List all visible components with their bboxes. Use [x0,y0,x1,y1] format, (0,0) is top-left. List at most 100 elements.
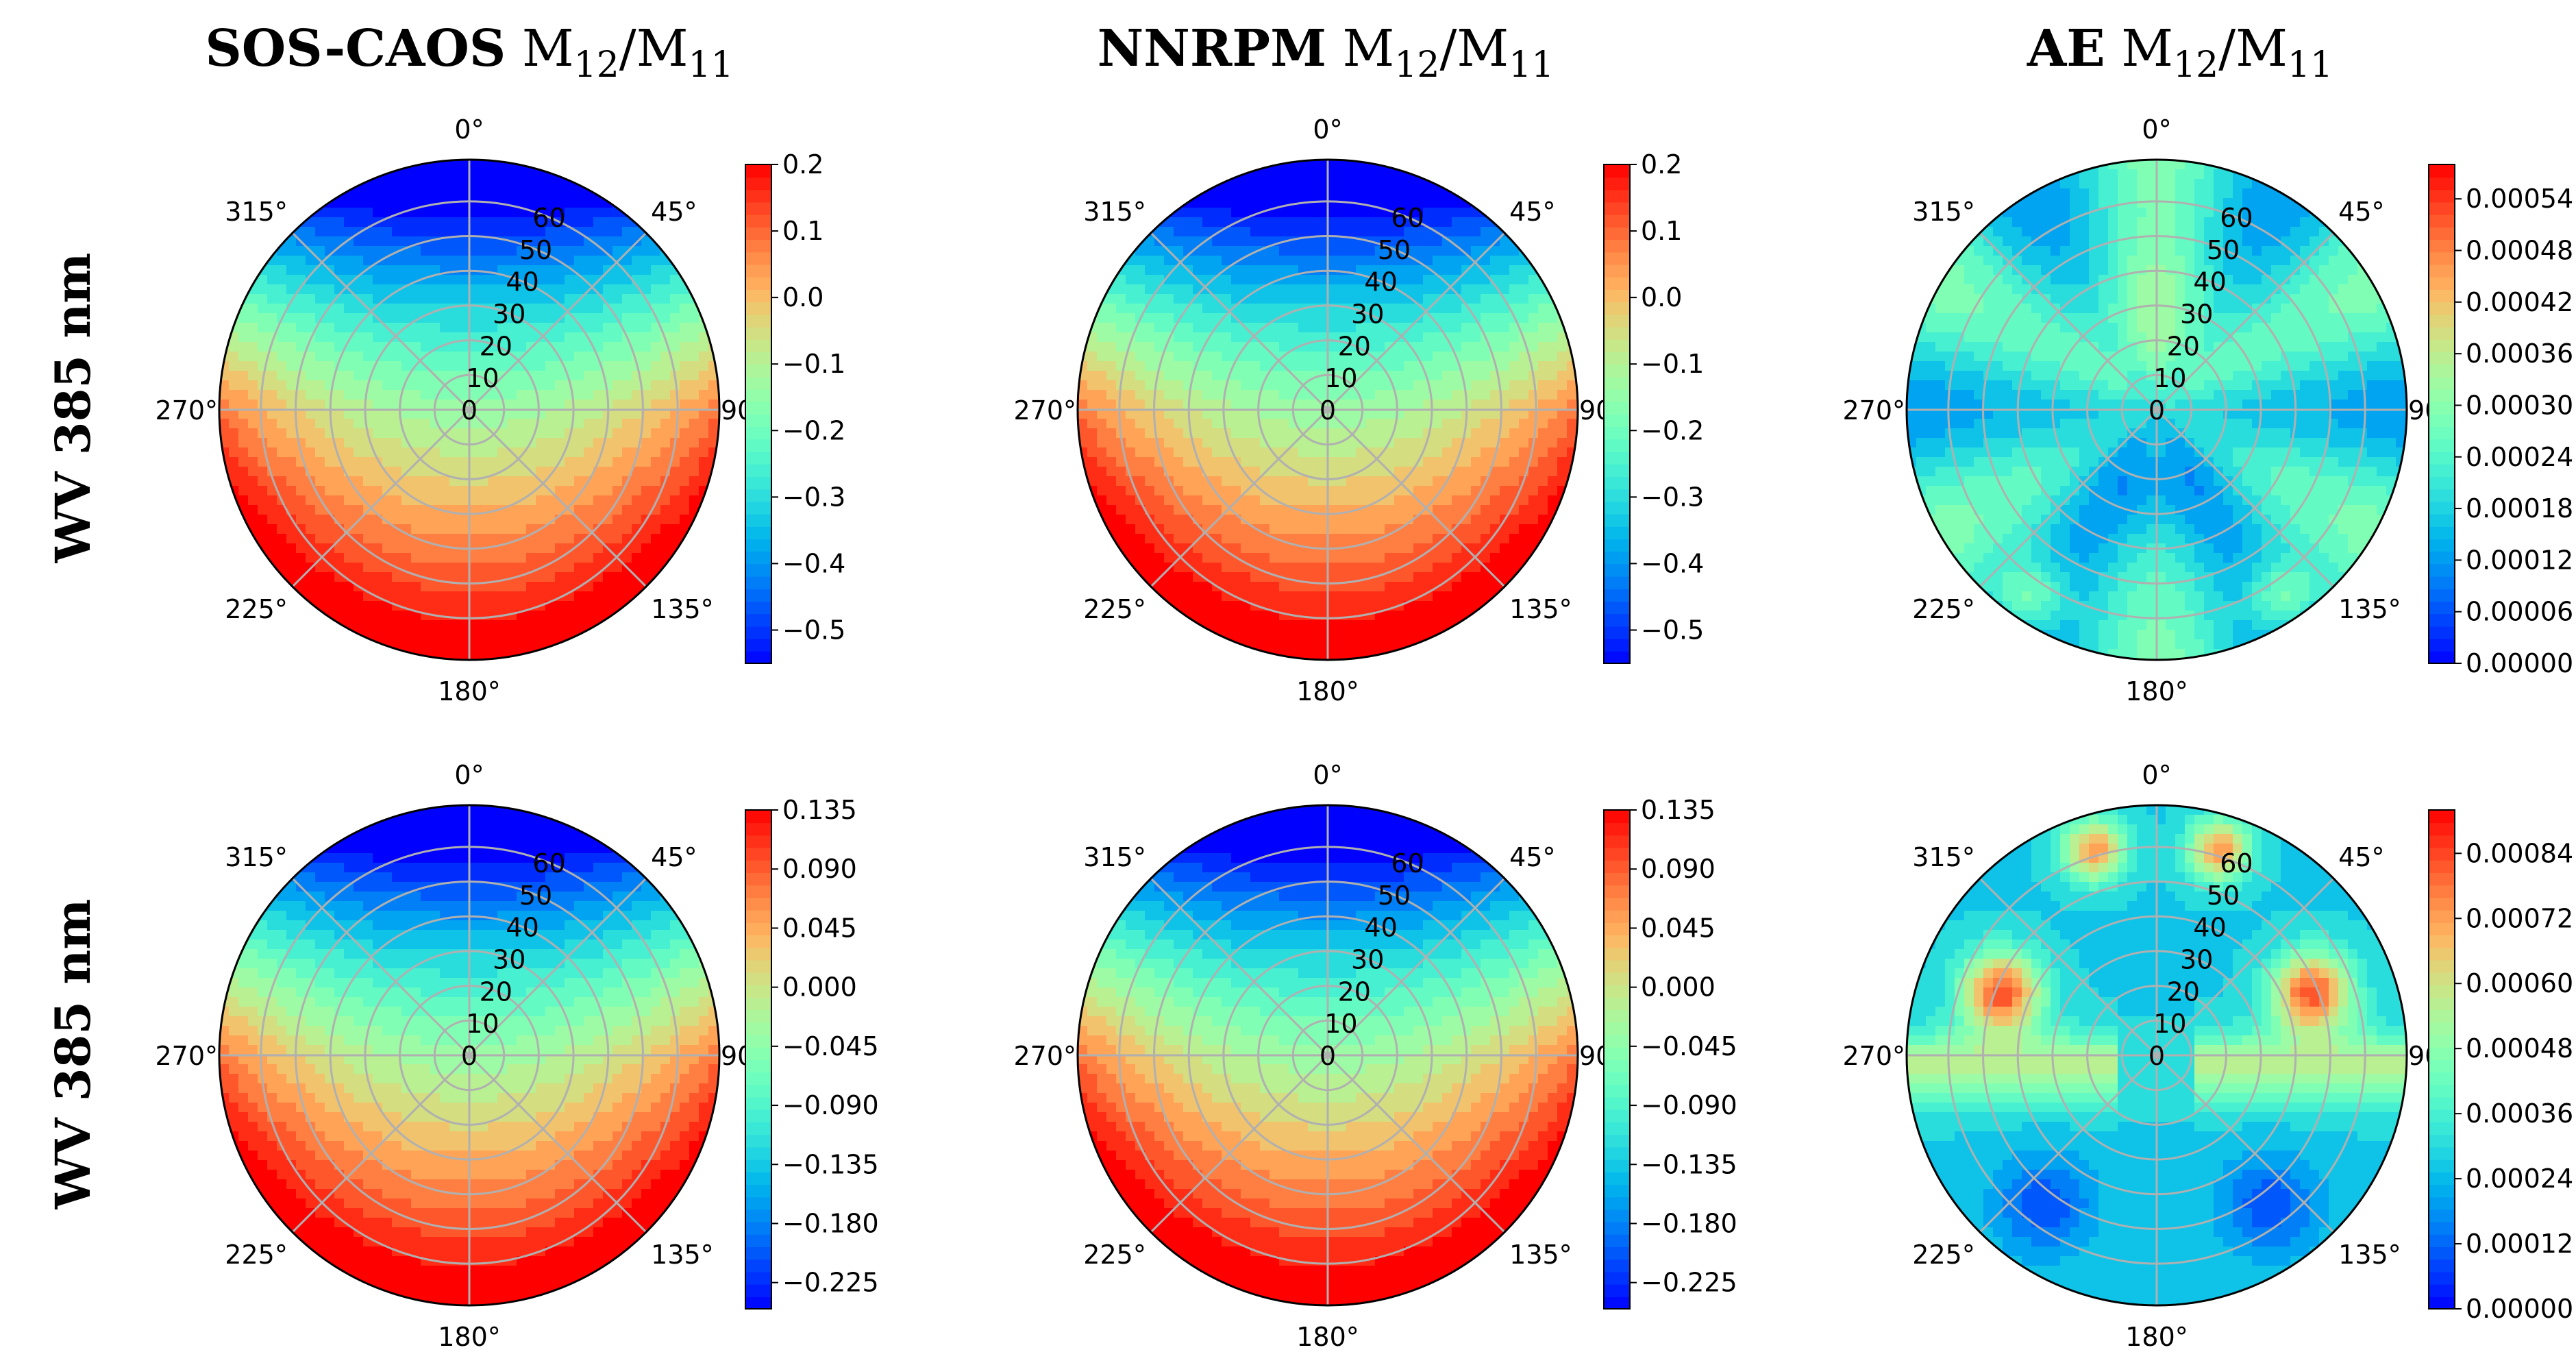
contour-cell [344,419,354,429]
contour-cell [1461,524,1472,534]
contour-cell [1106,467,1117,477]
contour-cell [1260,400,1270,410]
contour-cell [1222,534,1232,544]
contour-cell [497,361,508,371]
contour-cell [545,419,556,429]
contour-cell [2242,160,2253,170]
contour-cell [1327,524,1337,534]
contour-cell [1461,591,1472,602]
contour-cell [670,323,680,333]
contour-cell [1461,217,1472,228]
contour-cell [392,447,402,458]
contour-cell [708,428,719,439]
contour-cell [449,332,460,343]
contour-cell [1385,659,1395,660]
contour-cell [689,275,699,285]
contour-cell [1317,563,1328,573]
contour-cell [1509,543,1520,554]
contour-cell [1548,390,1558,400]
contour-cell [344,304,354,314]
contour-cell [373,236,383,247]
contour-cell [1202,236,1213,247]
contour-cell [2070,208,2080,218]
contour-cell [536,447,546,458]
contour-cell [1442,591,1452,602]
contour-cell [382,227,393,237]
contour-cell [1308,611,1318,621]
contour-cell [1481,524,1491,534]
contour-cell [449,400,460,410]
contour-cell [1337,601,1347,611]
contour-cell [334,419,345,429]
contour-cell [517,169,527,180]
contour-cell [1270,486,1280,496]
contour-cell [536,198,546,208]
contour-cell [354,467,364,477]
contour-cell [1270,217,1280,228]
contour-cell [1202,313,1213,323]
contour-cell [392,294,402,304]
contour-cell [1222,361,1232,371]
contour-cell [440,476,450,487]
contour-cell [603,227,613,237]
contour-cell [449,572,460,582]
contour-cell [411,486,421,496]
contour-cell [651,457,661,467]
title-slash: / [2218,19,2236,78]
contour-cell [565,342,575,352]
colorbar-tick-label: 0.2 [1641,149,1682,180]
contour-cell [1097,352,1107,362]
contour-cell [1212,601,1222,611]
contour-cell [1394,352,1404,362]
contour-cell [1567,313,1577,323]
contour-cell [1174,246,1184,256]
contour-cell [2137,198,2147,208]
contour-cell [1202,543,1213,554]
contour-cell [2051,188,2061,199]
contour-cell [517,208,527,218]
contour-cell [1375,227,1385,237]
contour-cell [632,284,642,295]
contour-cell [277,438,287,448]
contour-cell [1481,515,1491,525]
contour-cell [334,543,345,554]
contour-cell [248,447,258,458]
contour-cell [286,313,297,323]
contour-cell [1135,534,1145,544]
contour-cell [459,486,469,496]
contour-cell [392,428,402,439]
contour-cell [1423,486,1433,496]
contour-cell [373,630,383,640]
contour-cell [1471,582,1481,592]
contour-cell [1126,371,1136,381]
contour-cell [555,188,565,199]
contour-cell [488,515,498,525]
contour-cell [469,467,479,477]
contour-cell [354,563,364,573]
contour-cell [267,486,277,496]
contour-cell [680,438,690,448]
contour-cell [459,563,469,573]
contour-cell [1279,639,1289,650]
contour-cell [449,495,460,506]
contour-cell [574,601,584,611]
contour-cell [536,572,546,582]
contour-cell [401,188,412,199]
contour-cell [296,323,306,333]
contour-cell [689,352,699,362]
colorbar-band [745,576,771,589]
contour-cell [449,409,460,419]
contour-cell [603,217,613,228]
contour-cell [363,515,373,525]
contour-cell [1164,505,1174,515]
contour-cell [632,495,642,506]
contour-cell [421,179,431,189]
colorbar-band [1604,376,1630,390]
contour-cell [1231,534,1241,544]
contour-cell [1250,304,1261,314]
contour-cell [1126,495,1136,506]
contour-cell [401,361,412,371]
contour-cell [1202,256,1213,266]
contour-cell [478,409,488,419]
contour-cell [689,467,699,477]
